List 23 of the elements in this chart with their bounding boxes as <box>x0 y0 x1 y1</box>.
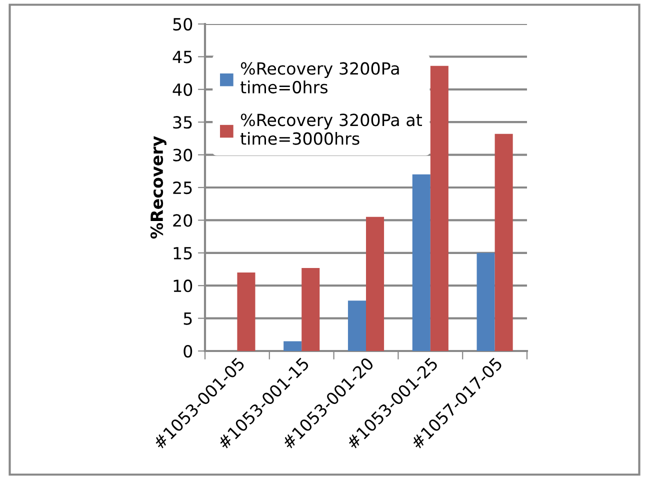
bar <box>237 272 256 351</box>
bar <box>494 134 513 351</box>
y-tick-label: 45 <box>172 50 192 64</box>
bar <box>412 174 430 351</box>
y-tick-label: 15 <box>174 247 192 260</box>
bar <box>348 300 366 351</box>
bar <box>302 268 320 351</box>
y-tick-label: 25 <box>173 181 192 194</box>
legend-label: %Recovery 3200Pa time=0hrs <box>240 62 399 94</box>
y-tick-label: 20 <box>173 214 192 227</box>
bar <box>476 252 495 351</box>
y-tick-label: 35 <box>173 116 192 129</box>
legend-label: %Recovery 3200Pa at time=3000hrs <box>240 114 422 145</box>
bar <box>366 216 384 351</box>
bar <box>430 66 448 351</box>
y-tick-label: 0 <box>184 344 192 358</box>
bar <box>284 341 302 351</box>
y-tick-label: 30 <box>173 148 192 162</box>
y-axis-title: %Recovery <box>150 136 166 239</box>
y-tick-label: 40 <box>172 83 192 96</box>
y-tick-label: 10 <box>174 280 192 292</box>
y-tick-label: 5 <box>184 312 192 325</box>
y-tick-label: 50 <box>173 18 192 31</box>
